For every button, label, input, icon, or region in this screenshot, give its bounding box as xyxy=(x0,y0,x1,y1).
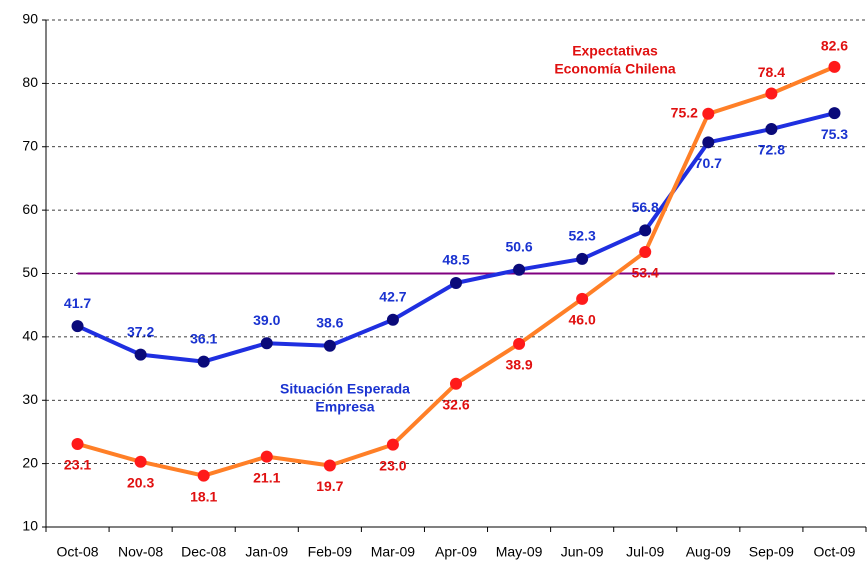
value-label: 32.6 xyxy=(442,396,469,412)
x-tick-label: Dec-08 xyxy=(181,544,226,560)
value-label: 37.2 xyxy=(127,323,154,339)
marker xyxy=(513,263,526,276)
value-label: 72.8 xyxy=(758,142,785,158)
y-tick-label: 80 xyxy=(22,74,38,90)
series-line xyxy=(76,111,835,364)
x-tick-label: Feb-09 xyxy=(308,544,353,560)
marker xyxy=(639,224,652,237)
y-tick-label: 20 xyxy=(22,454,38,470)
value-label: 38.9 xyxy=(505,357,532,373)
x-tick-label: Sep-09 xyxy=(749,544,794,560)
marker xyxy=(576,292,589,305)
marker xyxy=(71,320,84,333)
value-label: 39.0 xyxy=(253,312,280,328)
x-tick-label: Jun-09 xyxy=(561,544,604,560)
annotation: Economía Chilena xyxy=(554,61,676,77)
x-tick-label: Oct-08 xyxy=(57,544,99,560)
value-label: 52.3 xyxy=(569,228,596,244)
value-label: 70.7 xyxy=(695,155,722,171)
annotation: Empresa xyxy=(315,399,374,415)
x-tick-label: Aug-09 xyxy=(686,544,731,560)
value-label: 46.0 xyxy=(569,312,596,328)
marker xyxy=(134,455,147,468)
marker xyxy=(702,136,715,149)
marker xyxy=(702,107,715,120)
marker xyxy=(197,469,210,482)
marker xyxy=(323,459,336,472)
marker xyxy=(71,437,84,450)
marker xyxy=(386,438,399,451)
value-label: 36.1 xyxy=(190,330,217,346)
marker xyxy=(450,377,462,390)
value-label: 23.0 xyxy=(379,457,406,473)
x-tick-label: May-09 xyxy=(496,544,543,560)
value-label: 23.1 xyxy=(64,457,91,473)
y-tick-label: 30 xyxy=(22,391,38,407)
y-tick-label: 40 xyxy=(22,328,38,344)
series-line xyxy=(76,65,836,478)
marker xyxy=(323,339,336,352)
value-label: 75.3 xyxy=(821,126,848,142)
y-tick-label: 90 xyxy=(22,11,38,27)
x-tick-label: Jul-09 xyxy=(626,544,664,560)
marker xyxy=(450,277,462,290)
x-tick-label: Jan-09 xyxy=(245,544,288,560)
value-label: 19.7 xyxy=(316,478,343,494)
marker xyxy=(639,245,652,258)
value-label: 38.6 xyxy=(316,314,343,330)
y-tick-label: 70 xyxy=(22,137,38,153)
y-tick-label: 60 xyxy=(22,201,38,217)
annotation: Situación Esperada xyxy=(280,381,410,397)
marker xyxy=(828,107,841,120)
value-label: 56.8 xyxy=(632,199,659,215)
y-tick-label: 10 xyxy=(22,518,38,534)
marker xyxy=(828,60,841,73)
x-tick-label: Oct-09 xyxy=(813,544,855,560)
value-label: 42.7 xyxy=(379,288,406,304)
marker xyxy=(386,313,399,326)
value-label: 18.1 xyxy=(190,488,217,504)
value-label: 20.3 xyxy=(127,474,154,490)
marker xyxy=(513,337,526,350)
value-label: 82.6 xyxy=(821,38,848,54)
marker xyxy=(260,337,273,350)
y-tick-label: 50 xyxy=(22,264,38,280)
marker xyxy=(765,87,778,100)
value-label: 21.1 xyxy=(253,469,280,485)
value-label: 48.5 xyxy=(442,252,469,268)
marker xyxy=(197,355,210,368)
marker xyxy=(576,252,589,265)
annotation: Expectativas xyxy=(572,43,658,59)
value-label: 75.2 xyxy=(671,104,698,120)
value-label: 50.6 xyxy=(505,238,532,254)
marker xyxy=(134,348,147,361)
value-label: 53.4 xyxy=(632,265,659,281)
marker xyxy=(765,123,778,136)
value-label: 78.4 xyxy=(758,64,785,80)
marker xyxy=(260,450,273,463)
x-tick-label: Nov-08 xyxy=(118,544,163,560)
x-tick-label: Apr-09 xyxy=(435,544,477,560)
value-label: 41.7 xyxy=(64,295,91,311)
x-tick-label: Mar-09 xyxy=(371,544,416,560)
